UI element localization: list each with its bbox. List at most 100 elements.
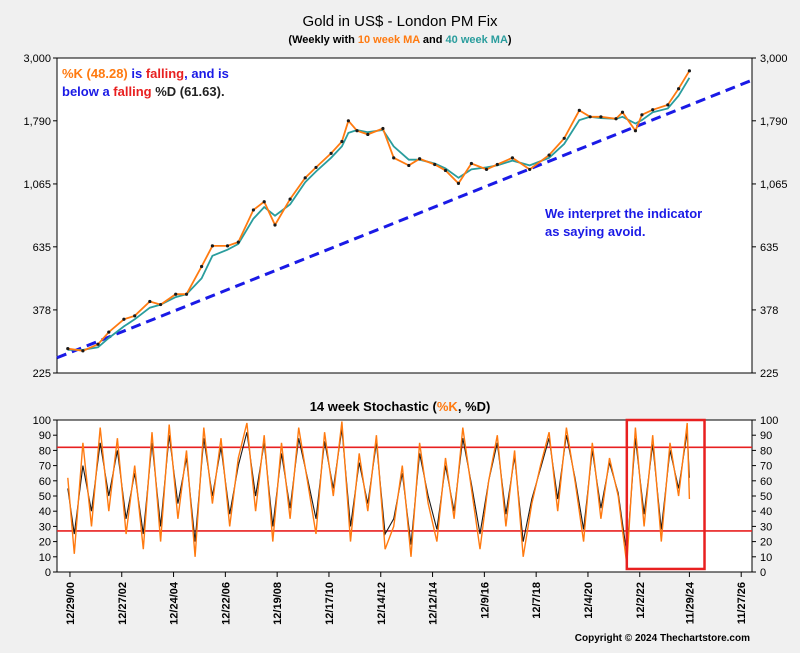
stoch-ytick-label-right: 60: [760, 476, 772, 488]
x-axis: 12/29/00 12/27/02 12/24/04 12/22/06 12/19/08…: [65, 572, 748, 625]
x-tick-label: 12/14/12: [376, 582, 388, 625]
x-tick-label: 12/12/14: [428, 581, 440, 625]
highlight-box: [625, 418, 706, 571]
x-tick-label: 12/4/20: [583, 582, 595, 619]
stoch-ytick-label-right: 50: [760, 491, 772, 503]
price-point: [210, 244, 215, 248]
stoch-ytick-label-right: 40: [760, 506, 772, 518]
price-point: [687, 69, 692, 73]
price-point: [484, 167, 489, 172]
price-point: [107, 330, 111, 334]
price-point: [184, 292, 189, 296]
price-point: [614, 117, 618, 121]
x-tick-label: 12/9/16: [479, 582, 491, 619]
price-point: [288, 197, 292, 201]
price-point: [159, 302, 163, 307]
stoch-ytick-label-right: 100: [760, 415, 778, 427]
price-point: [66, 346, 70, 351]
price-point: [407, 163, 411, 168]
price-point: [588, 115, 592, 119]
stoch-ytick-label: 90: [39, 430, 51, 442]
x-tick-label: 11/27/26: [736, 582, 748, 624]
price-point: [418, 157, 422, 161]
stoch-title: 14 week Stochastic (%K, %D): [310, 399, 491, 414]
price-ytick-label-right: 3,000: [760, 53, 788, 65]
price-ytick-label-right: 225: [760, 368, 778, 380]
price-point: [174, 292, 178, 296]
price-point: [122, 317, 126, 321]
x-tick-label: 12/24/04: [169, 581, 181, 625]
price-ytick-label: 378: [33, 305, 51, 317]
price-point: [443, 168, 448, 173]
price-point: [366, 132, 370, 137]
stoch-ytick-label: 70: [39, 461, 51, 473]
price-point: [677, 87, 681, 91]
price-ytick-label-right: 1,790: [760, 116, 788, 128]
x-tick-label: 12/27/02: [117, 582, 129, 625]
x-tick-label: 12/22/06: [220, 582, 232, 625]
stoch-ytick-label: 60: [39, 476, 51, 488]
stoch-ytick-label: 50: [39, 491, 51, 503]
price-ytick-label: 1,065: [23, 179, 51, 191]
x-tick-label: 12/7/18: [531, 582, 543, 619]
copyright: Copyright © 2024 Thechartstore.com: [575, 633, 750, 644]
price-point: [640, 113, 644, 117]
annotation-line-3: We interpret the indicator: [545, 206, 702, 221]
x-tick-label: 12/19/08: [272, 582, 284, 625]
price-point: [577, 108, 581, 112]
series-percent-k: [67, 421, 691, 565]
price-point: [355, 129, 359, 133]
x-tick-label: 12/17/10: [324, 582, 336, 625]
price-ytick-label: 225: [33, 368, 51, 380]
price-point: [456, 181, 461, 185]
price-point: [262, 200, 266, 204]
stoch-ytick-label: 80: [39, 445, 51, 457]
price-point: [666, 103, 670, 107]
price-point: [96, 342, 100, 346]
stoch-ytick-label-right: 70: [760, 461, 772, 473]
price-point: [225, 244, 230, 248]
price-point: [547, 153, 551, 157]
stoch-ytick-label: 30: [39, 521, 51, 533]
stoch-ytick-label: 0: [45, 567, 51, 579]
price-point: [133, 314, 137, 318]
annotation-line-1: %K (48.28) is falling, and is: [62, 66, 229, 81]
trendline: [56, 78, 753, 360]
price-y-axis: 3,000 3,000 1,790 1,790 1,065 1,065 635 635 378 3…: [23, 53, 787, 380]
price-panel: [56, 57, 753, 374]
stoch-ytick-label: 100: [33, 415, 51, 427]
price-ytick-label: 635: [33, 242, 51, 254]
price-point: [599, 115, 603, 119]
price-ytick-label-right: 1,065: [760, 179, 788, 191]
annotation-line-4: as saying avoid.: [545, 224, 645, 239]
stoch-ytick-label-right: 0: [760, 567, 766, 579]
price-point: [148, 299, 152, 304]
price-point: [236, 240, 240, 244]
price-point: [510, 156, 515, 160]
main-subtitle: (Weekly with 10 week MA and 40 week MA): [288, 34, 512, 46]
stoch-ytick-label-right: 80: [760, 445, 772, 457]
main-title: Gold in US$ - London PM Fix: [302, 13, 498, 30]
price-point: [273, 223, 277, 227]
price-point: [469, 161, 474, 166]
price-point: [314, 165, 318, 170]
price-point: [433, 162, 437, 167]
annotation-line-2: below a falling %D (61.63).: [62, 84, 225, 99]
price-point: [340, 139, 344, 144]
price-point: [81, 349, 85, 353]
price-point: [562, 136, 566, 140]
x-tick-label: 12/29/00: [65, 582, 77, 625]
price-point: [528, 167, 532, 172]
price-point: [251, 208, 256, 212]
price-point: [392, 156, 396, 160]
price-ytick-label: 3,000: [23, 53, 51, 65]
price-ytick-label: 1,790: [23, 116, 51, 128]
price-point: [200, 264, 204, 269]
price-point: [346, 119, 350, 123]
price-point: [303, 176, 307, 180]
stoch-ytick-label-right: 20: [760, 537, 772, 549]
stoch-ytick-label-right: 10: [760, 552, 772, 564]
x-tick-label: 11/29/24: [684, 581, 696, 624]
price-point: [495, 162, 499, 167]
